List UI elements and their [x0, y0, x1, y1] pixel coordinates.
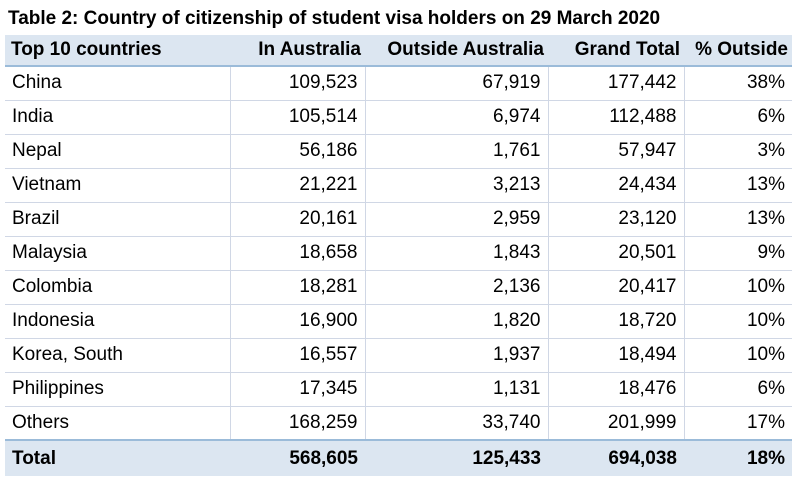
outside-australia-cell: 3,213: [365, 168, 549, 203]
outside-australia-cell: 67,919: [365, 66, 549, 101]
country-cell: India: [5, 100, 231, 135]
outside-australia-cell: 1,131: [365, 372, 549, 407]
country-cell: Nepal: [5, 134, 231, 169]
table-row: Korea, South 16,557 1,937 18,494 10%: [5, 338, 792, 373]
table-row: Nepal 56,186 1,761 57,947 3%: [5, 134, 792, 169]
country-cell: Others: [5, 406, 231, 441]
in-australia-cell: 17,345: [230, 372, 366, 407]
country-cell: Colombia: [5, 270, 231, 305]
grand-total-cell: 18,476: [548, 372, 685, 407]
outside-australia-cell: 2,136: [365, 270, 549, 305]
column-header-country: Top 10 countries: [5, 35, 230, 67]
pct-outside-cell: 10%: [684, 304, 792, 339]
total-row: Total 568,605 125,433 694,038 18%: [5, 439, 792, 476]
pct-outside-cell: 17%: [684, 406, 792, 441]
total-pct-outside: 18%: [684, 439, 792, 476]
grand-total-cell: 18,720: [548, 304, 685, 339]
grand-total-cell: 18,494: [548, 338, 685, 373]
country-cell: Malaysia: [5, 236, 231, 271]
country-cell: Indonesia: [5, 304, 231, 339]
grand-total-cell: 24,434: [548, 168, 685, 203]
table-row: Colombia 18,281 2,136 20,417 10%: [5, 270, 792, 305]
pct-outside-cell: 13%: [684, 202, 792, 237]
pct-outside-cell: 10%: [684, 270, 792, 305]
in-australia-cell: 56,186: [230, 134, 366, 169]
table-title: Table 2: Country of citizenship of stude…: [8, 8, 661, 29]
outside-australia-cell: 2,959: [365, 202, 549, 237]
in-australia-cell: 16,900: [230, 304, 366, 339]
in-australia-cell: 105,514: [230, 100, 366, 135]
table-row: China 109,523 67,919 177,442 38%: [5, 66, 792, 101]
column-header-pct-outside: % Outside: [684, 35, 792, 67]
in-australia-cell: 20,161: [230, 202, 366, 237]
in-australia-cell: 168,259: [230, 406, 366, 441]
grand-total-cell: 57,947: [548, 134, 685, 169]
pct-outside-cell: 38%: [684, 66, 792, 101]
table-row: Philippines 17,345 1,131 18,476 6%: [5, 372, 792, 407]
pct-outside-cell: 10%: [684, 338, 792, 373]
pct-outside-cell: 3%: [684, 134, 792, 169]
outside-australia-cell: 1,761: [365, 134, 549, 169]
total-label: Total: [5, 439, 230, 476]
in-australia-cell: 21,221: [230, 168, 366, 203]
column-header-grand-total: Grand Total: [548, 35, 684, 67]
country-cell: Philippines: [5, 372, 231, 407]
in-australia-cell: 109,523: [230, 66, 366, 101]
grand-total-cell: 112,488: [548, 100, 685, 135]
country-cell: Vietnam: [5, 168, 231, 203]
country-cell: China: [5, 66, 231, 101]
column-header-outside-australia: Outside Australia: [365, 35, 548, 67]
in-australia-cell: 18,658: [230, 236, 366, 271]
table-row: Vietnam 21,221 3,213 24,434 13%: [5, 168, 792, 203]
grand-total-cell: 201,999: [548, 406, 685, 441]
in-australia-cell: 18,281: [230, 270, 366, 305]
total-outside-australia: 125,433: [365, 439, 548, 476]
grand-total-cell: 20,501: [548, 236, 685, 271]
total-grand-total: 694,038: [548, 439, 684, 476]
grand-total-cell: 23,120: [548, 202, 685, 237]
header-row: Top 10 countries In Australia Outside Au…: [5, 35, 792, 67]
table-row: Indonesia 16,900 1,820 18,720 10%: [5, 304, 792, 339]
total-in-australia: 568,605: [230, 439, 365, 476]
column-header-in-australia: In Australia: [230, 35, 365, 67]
pct-outside-cell: 6%: [684, 372, 792, 407]
table-row: Malaysia 18,658 1,843 20,501 9%: [5, 236, 792, 271]
table-row: Others 168,259 33,740 201,999 17%: [5, 406, 792, 441]
visa-holders-table: Top 10 countries In Australia Outside Au…: [5, 35, 792, 476]
table-row: India 105,514 6,974 112,488 6%: [5, 100, 792, 135]
country-cell: Korea, South: [5, 338, 231, 373]
outside-australia-cell: 1,937: [365, 338, 549, 373]
outside-australia-cell: 6,974: [365, 100, 549, 135]
pct-outside-cell: 13%: [684, 168, 792, 203]
country-cell: Brazil: [5, 202, 231, 237]
outside-australia-cell: 33,740: [365, 406, 549, 441]
grand-total-cell: 20,417: [548, 270, 685, 305]
pct-outside-cell: 6%: [684, 100, 792, 135]
pct-outside-cell: 9%: [684, 236, 792, 271]
in-australia-cell: 16,557: [230, 338, 366, 373]
outside-australia-cell: 1,820: [365, 304, 549, 339]
grand-total-cell: 177,442: [548, 66, 685, 101]
table-row: Brazil 20,161 2,959 23,120 13%: [5, 202, 792, 237]
outside-australia-cell: 1,843: [365, 236, 549, 271]
